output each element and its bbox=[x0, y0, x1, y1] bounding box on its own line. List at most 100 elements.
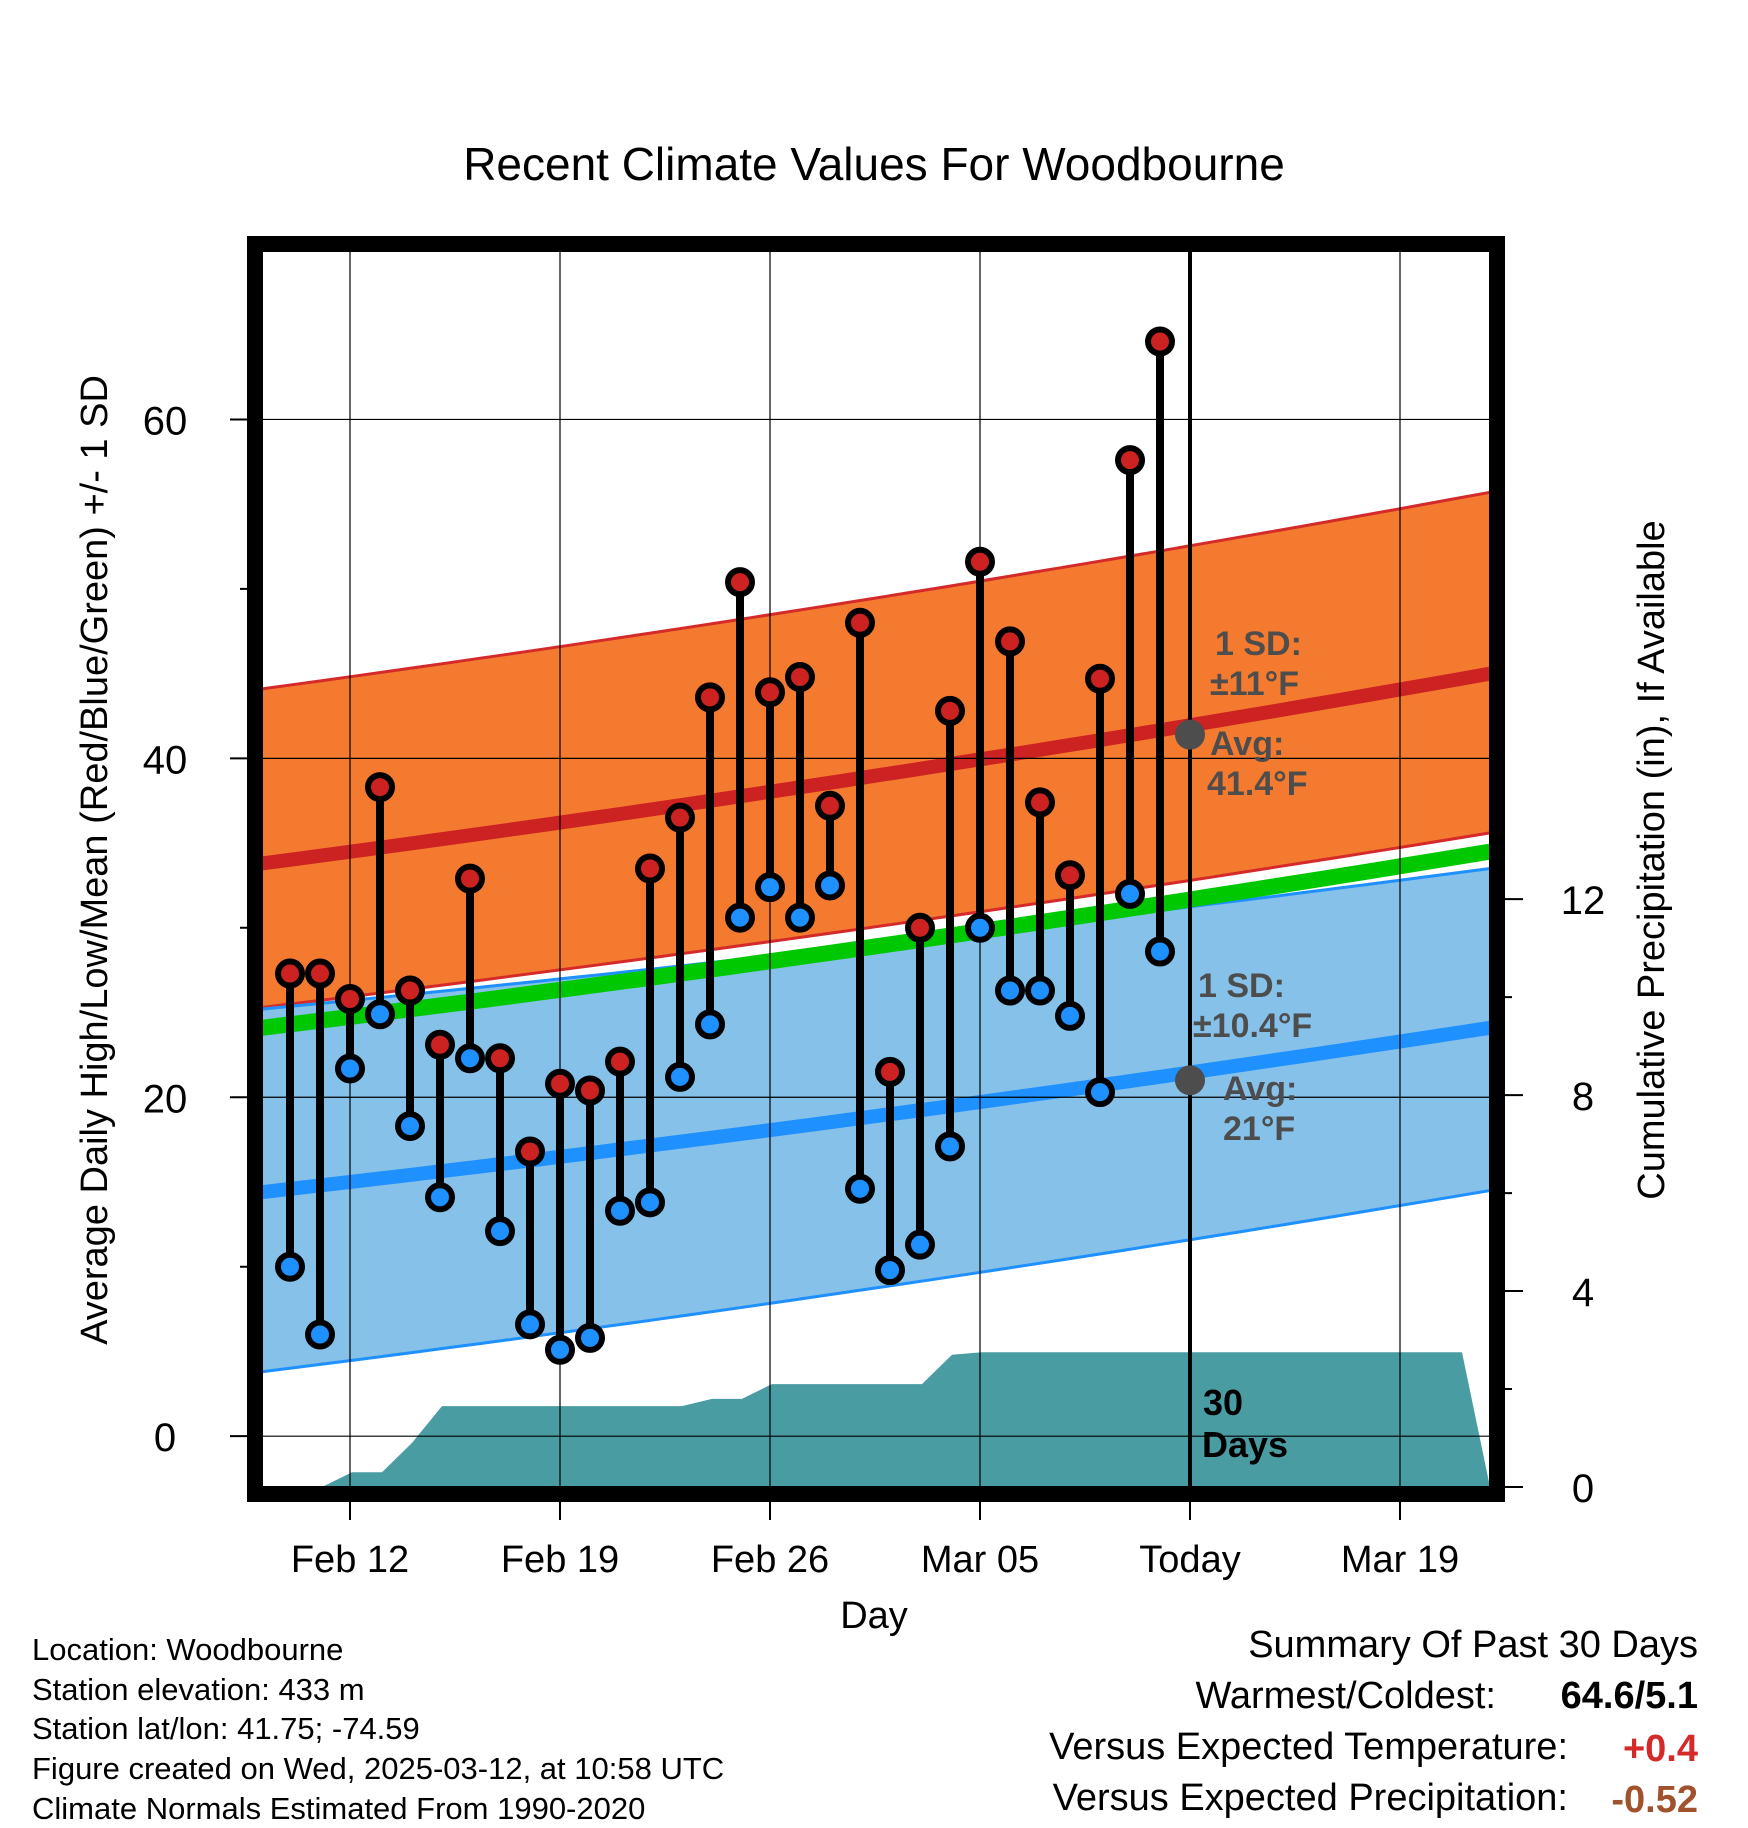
observations-layer bbox=[275, 326, 1175, 1365]
precipitation-layer bbox=[262, 1352, 1490, 1487]
low-point bbox=[275, 1251, 305, 1282]
high-point bbox=[545, 1068, 575, 1099]
low-point bbox=[695, 1009, 725, 1040]
high-point bbox=[425, 1029, 455, 1060]
summary-precip-value: -0.52 bbox=[1611, 1779, 1698, 1821]
low-point bbox=[935, 1131, 965, 1162]
high-point bbox=[845, 607, 875, 638]
low-sd-band-lower-edge bbox=[261, 1189, 1491, 1374]
y-tick-label: 60 bbox=[143, 399, 188, 443]
high-point bbox=[875, 1056, 905, 1087]
y2-tick-label: 4 bbox=[1572, 1271, 1594, 1315]
window-days-label: Days bbox=[1202, 1424, 1288, 1465]
high-point bbox=[335, 983, 365, 1014]
high-point bbox=[1055, 860, 1085, 891]
low-point bbox=[395, 1111, 425, 1142]
summary-warm-label: Warmest/Coldest: bbox=[1195, 1675, 1496, 1717]
y2-axis-label: Cumulative Precipitation (in), If Availa… bbox=[1631, 520, 1673, 1199]
high-point bbox=[695, 682, 725, 713]
low-point bbox=[575, 1322, 605, 1353]
low-point bbox=[905, 1229, 935, 1260]
low-point bbox=[845, 1173, 875, 1204]
low-point bbox=[1025, 975, 1055, 1006]
summary-title: Summary Of Past 30 Days bbox=[1248, 1624, 1698, 1666]
high-point bbox=[605, 1046, 635, 1077]
y-axis-label: Average Daily High/Low/Mean (Red/Blue/Gr… bbox=[74, 375, 116, 1345]
low-point bbox=[1145, 936, 1175, 967]
low-sd-value: ±10.4°F bbox=[1193, 1007, 1312, 1045]
low-point bbox=[485, 1216, 515, 1247]
low-point bbox=[305, 1319, 335, 1350]
low-point bbox=[515, 1309, 545, 1340]
today-low-avg-dot bbox=[1175, 1065, 1205, 1096]
high-point bbox=[395, 975, 425, 1006]
high-avg-value: 41.4°F bbox=[1207, 765, 1308, 803]
high-point bbox=[305, 958, 335, 989]
info-elevation: Station elevation: 433 m bbox=[32, 1672, 365, 1707]
info-location: Location: Woodbourne bbox=[32, 1632, 344, 1667]
info-latlon: Station lat/lon: 41.75; -74.59 bbox=[32, 1711, 420, 1746]
low-point bbox=[605, 1195, 635, 1226]
y-tick-label: 40 bbox=[143, 738, 188, 782]
high-point bbox=[905, 912, 935, 943]
high-point bbox=[665, 802, 695, 833]
low-point bbox=[965, 912, 995, 943]
window-days-value: 30 bbox=[1203, 1382, 1243, 1423]
high-point bbox=[455, 863, 485, 894]
low-avg-label: Avg: bbox=[1223, 1070, 1297, 1108]
y2-tick-label: 0 bbox=[1572, 1467, 1594, 1511]
summary-temp-value: +0.4 bbox=[1622, 1728, 1698, 1770]
low-point bbox=[1085, 1077, 1115, 1108]
summary-warm-value: 64.6/5.1 bbox=[1560, 1675, 1698, 1717]
info-normals: Climate Normals Estimated From 1990-2020 bbox=[32, 1791, 646, 1826]
low-point bbox=[1115, 878, 1145, 909]
y-tick-label: 0 bbox=[154, 1416, 176, 1460]
y2-tick-label: 8 bbox=[1572, 1075, 1594, 1119]
high-normal-line bbox=[261, 666, 1492, 871]
high-point bbox=[785, 662, 815, 693]
low-avg-value: 21°F bbox=[1223, 1110, 1295, 1148]
high-point bbox=[635, 853, 665, 884]
summary-precip-label: Versus Expected Precipitation: bbox=[1052, 1777, 1568, 1819]
plot-frame bbox=[247, 236, 1505, 1502]
low-sd-label: 1 SD: bbox=[1198, 967, 1285, 1005]
precipitation-area bbox=[262, 1352, 1490, 1487]
low-point bbox=[665, 1061, 695, 1092]
high-avg-label: Avg: bbox=[1210, 725, 1284, 763]
high-sd-band-upper-edge bbox=[261, 490, 1491, 691]
high-point bbox=[965, 546, 995, 577]
low-point bbox=[335, 1053, 365, 1084]
low-point bbox=[635, 1187, 665, 1218]
high-point bbox=[815, 790, 845, 821]
x-tick-label: Feb 12 bbox=[291, 1539, 409, 1581]
low-point bbox=[725, 902, 755, 933]
axes-layer: 0 20 40 60 0 4 8 12 Feb 12 Feb 19 Feb 26 Mar 05 Toda… bbox=[143, 236, 1606, 1581]
low-point bbox=[755, 872, 785, 903]
high-point bbox=[1115, 445, 1145, 476]
high-point bbox=[935, 695, 965, 726]
low-point bbox=[545, 1334, 575, 1365]
today-high-avg-dot bbox=[1175, 719, 1205, 750]
grid-layer bbox=[262, 250, 1490, 1487]
low-point bbox=[455, 1043, 485, 1074]
x-tick-label: Mar 19 bbox=[1341, 1539, 1459, 1581]
high-point bbox=[755, 677, 785, 708]
low-point bbox=[425, 1182, 455, 1213]
high-point bbox=[995, 626, 1025, 657]
high-point bbox=[1025, 787, 1055, 818]
x-axis-label: Day bbox=[840, 1595, 908, 1637]
high-point bbox=[575, 1075, 605, 1106]
chart-title: Recent Climate Values For Woodbourne bbox=[463, 138, 1285, 190]
x-tick-label: Today bbox=[1139, 1539, 1240, 1581]
high-sd-band bbox=[262, 492, 1490, 1008]
y2-tick-label: 12 bbox=[1561, 879, 1606, 923]
info-created: Figure created on Wed, 2025-03-12, at 10… bbox=[32, 1751, 725, 1786]
high-point bbox=[1085, 663, 1115, 694]
high-sd-value: ±11°F bbox=[1210, 665, 1299, 703]
high-point bbox=[275, 958, 305, 989]
low-point bbox=[815, 870, 845, 901]
high-point bbox=[515, 1136, 545, 1167]
low-point bbox=[365, 999, 395, 1030]
